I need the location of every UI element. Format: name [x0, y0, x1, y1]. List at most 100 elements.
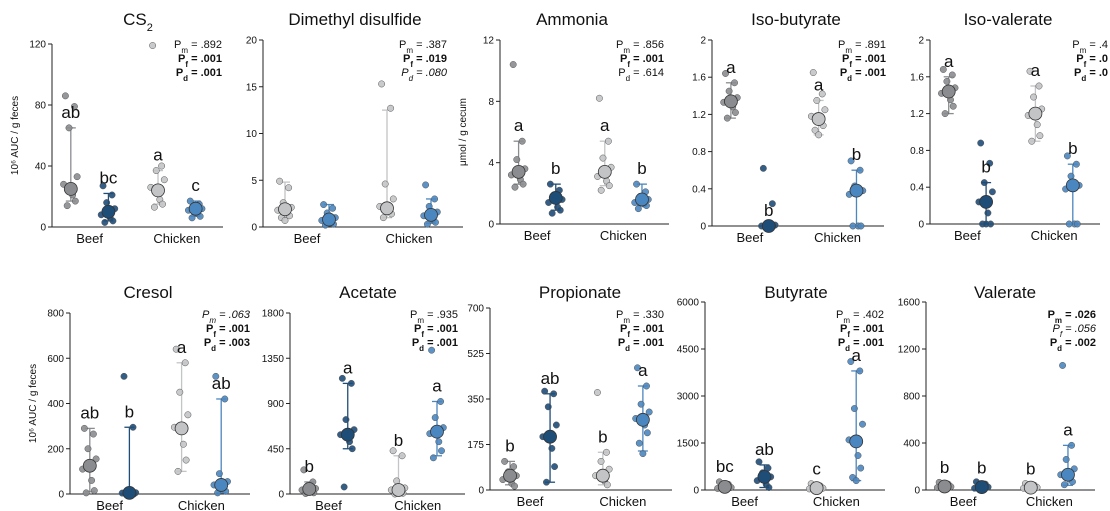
p-subscript: f	[213, 330, 216, 339]
p-subscript: f	[1060, 330, 1063, 339]
p-value: = .063	[216, 309, 251, 321]
p-value-text: Pf = .001	[840, 323, 884, 339]
chart-panel-8: Propionate 0 175 350 525 700 Beef Chicken Pm = .…	[467, 283, 672, 509]
series-1: a	[720, 58, 741, 122]
p-symbol: P	[838, 337, 845, 349]
median-marker	[717, 479, 732, 494]
median-marker	[391, 483, 406, 497]
data-point	[765, 484, 773, 491]
x-category-label: Beef	[96, 498, 123, 511]
significance-letter: b	[977, 459, 986, 478]
p-symbol: P	[204, 337, 211, 349]
data-point	[438, 447, 445, 455]
y-tick-label: 400	[47, 399, 64, 410]
median-marker	[941, 84, 956, 99]
data-point	[847, 358, 855, 365]
series-2: a	[337, 358, 358, 491]
p-value: = .003	[216, 337, 250, 349]
p-subscript: d	[183, 74, 188, 83]
data-point	[381, 180, 389, 188]
significance-letter: b	[305, 457, 314, 476]
significance-letter: b	[981, 158, 990, 177]
y-tick-label: 1.2	[910, 109, 924, 120]
x-category-label: Beef	[950, 494, 977, 509]
p-value: = .001	[424, 323, 458, 335]
significance-letter: ab	[61, 103, 80, 122]
p-value-text: Pd = .001	[176, 67, 222, 83]
data-point	[1072, 160, 1080, 168]
data-point	[174, 467, 182, 475]
data-point	[1065, 220, 1073, 228]
significance-letter: a	[1031, 61, 1041, 80]
median-marker	[380, 201, 394, 216]
x-category-label: Beef	[294, 231, 321, 246]
y-tick-label: 0.4	[910, 183, 924, 194]
data-point	[518, 137, 526, 145]
x-category-label: Chicken	[600, 228, 647, 243]
median-marker	[174, 421, 189, 436]
p-value-text: Pf = .001	[206, 323, 250, 339]
data-point	[634, 364, 641, 372]
x-category-label: Chicken	[814, 230, 861, 245]
p-subscript: d	[409, 74, 414, 83]
x-category-label: Beef	[524, 228, 551, 243]
y-tick-label: 0	[251, 223, 257, 234]
series-2: b	[971, 459, 992, 494]
p-subscript: d	[1081, 74, 1086, 83]
p-subscript: m	[623, 46, 630, 55]
y-tick-label: 1200	[898, 345, 921, 356]
median-marker	[214, 478, 229, 492]
x-category-label: Chicken	[599, 494, 646, 509]
data-point	[854, 452, 862, 459]
median-marker	[543, 429, 557, 444]
data-point	[120, 372, 128, 380]
data-point	[103, 199, 111, 207]
chart-title: Cresol	[123, 283, 172, 302]
significance-letter: b	[125, 402, 134, 421]
data-point	[857, 464, 865, 472]
series-1: b	[298, 457, 319, 497]
data-point	[1036, 132, 1044, 140]
series-1	[274, 177, 295, 224]
p-value-text: Pd = .001	[838, 337, 884, 353]
data-point	[88, 476, 96, 484]
data-point	[731, 79, 738, 87]
data-point	[1060, 481, 1068, 489]
p-value-text: Pd = .614	[618, 67, 664, 83]
data-point	[949, 102, 957, 110]
p-value-text: Pd = .001	[840, 67, 886, 83]
y-tick-label: 1600	[898, 298, 921, 309]
chart-title: CS2	[123, 10, 153, 34]
p-symbol: P	[618, 67, 625, 79]
data-point	[61, 92, 69, 100]
data-point	[1063, 152, 1071, 160]
y-tick-label: 0	[918, 220, 924, 231]
data-point	[188, 214, 196, 222]
data-point	[986, 159, 994, 167]
data-point	[152, 167, 160, 175]
chart-title: Butyrate	[764, 283, 827, 302]
p-subscript: d	[845, 344, 850, 353]
data-point	[1033, 121, 1041, 129]
chart-title: Acetate	[339, 283, 397, 302]
series-3	[376, 80, 397, 222]
data-point	[645, 408, 653, 416]
data-point	[300, 466, 308, 474]
data-point	[1028, 137, 1036, 145]
data-point	[815, 131, 823, 139]
median-marker	[430, 424, 444, 439]
median-marker	[1028, 106, 1043, 121]
series-1: a	[938, 52, 959, 118]
p-symbol: P	[620, 323, 627, 335]
median-marker	[302, 482, 317, 496]
significance-letter: b	[1026, 460, 1035, 479]
data-point	[980, 179, 988, 187]
data-point	[850, 405, 858, 412]
data-point	[184, 411, 192, 419]
data-point	[389, 195, 397, 203]
significance-letter: ab	[541, 369, 560, 388]
series-3: b	[592, 389, 613, 489]
p-value: = .080	[413, 67, 448, 79]
p-subscript: d	[626, 74, 630, 83]
median-marker	[979, 195, 993, 209]
